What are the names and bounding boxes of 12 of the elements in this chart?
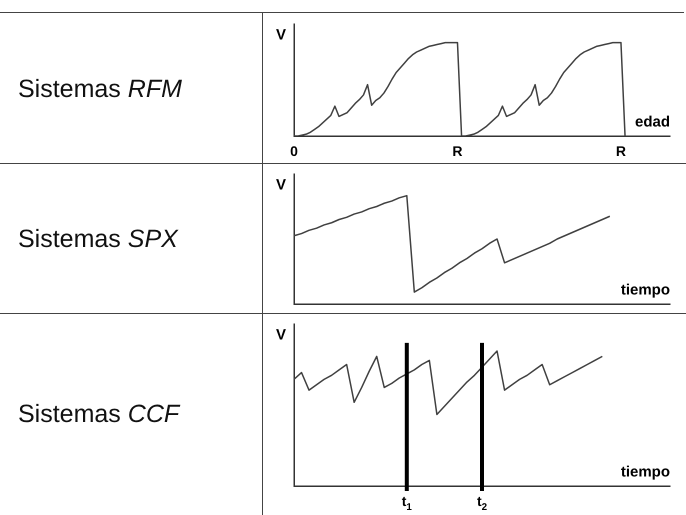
x-axis-title: tiempo <box>620 464 670 481</box>
x-tick-label: R <box>616 143 626 159</box>
text: Sistemas SPX <box>18 224 178 254</box>
x-tick-label: R <box>452 143 463 159</box>
y-axis-title: V <box>276 326 286 344</box>
x-axis-title: edad <box>634 114 670 131</box>
y-axis-title: V <box>276 26 286 44</box>
x-axis-title: tiempo <box>620 282 670 299</box>
text: Sistemas RFM <box>18 74 182 104</box>
text: Sistemas CCF <box>18 400 180 428</box>
x-tick-label: 0 <box>290 143 298 159</box>
y-axis-title: V <box>276 176 286 194</box>
